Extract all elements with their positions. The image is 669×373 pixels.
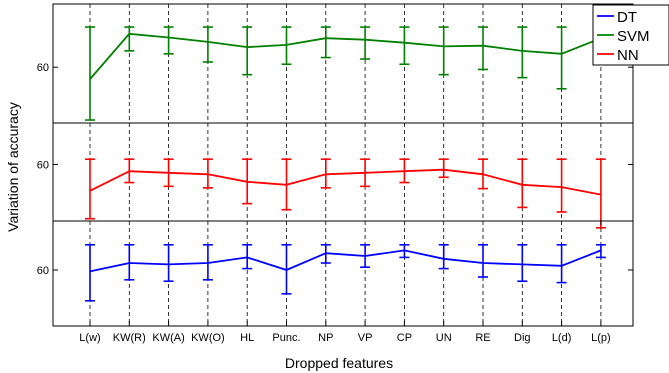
panel-frame — [52, 3, 634, 124]
panel-nn: 60 — [37, 122, 634, 229]
y-tick-label: 60 — [37, 265, 49, 277]
y-tick-label: 60 — [37, 62, 49, 74]
y-tick-label: 60 — [37, 159, 49, 171]
y-axis-label: Variation of accuracy — [5, 102, 21, 232]
x-tick-label: VP — [358, 332, 373, 344]
x-axis-label: Dropped features — [285, 355, 393, 371]
x-tick-label: KW(O) — [191, 332, 225, 344]
legend-label-svm: SVM — [617, 28, 650, 45]
x-tick-label: KW(R) — [113, 332, 146, 344]
x-tick-label: L(w) — [79, 332, 100, 344]
series-line-svm — [89, 32, 602, 80]
x-tick-label: KW(A) — [152, 332, 184, 344]
panel-svm: 60 — [37, 3, 634, 124]
x-tick-label: UN — [436, 332, 452, 344]
panel-frame — [52, 220, 634, 327]
series-line-dt — [89, 249, 602, 273]
panel-dt: 60 — [37, 220, 634, 327]
legend-label-dt: DT — [617, 9, 637, 26]
legend-label-nn: NN — [617, 47, 639, 64]
x-tick-label: L(p) — [591, 332, 611, 344]
chart-panels: 60 60 60 L(w) KW(R) KW(A) KW(O) HL Punc. NP VP CP UN… — [37, 3, 634, 344]
legend: DT SVM NN — [592, 4, 669, 66]
x-tick-label: Punc. — [272, 332, 300, 344]
x-tick-label: Dig — [514, 332, 531, 344]
x-tick-label: HL — [240, 332, 254, 344]
x-tick-label: CP — [397, 332, 412, 344]
x-tick-label: NP — [318, 332, 333, 344]
x-tick-label: L(d) — [552, 332, 572, 344]
x-tick-label: RE — [475, 332, 490, 344]
series-line-nn — [89, 168, 602, 196]
